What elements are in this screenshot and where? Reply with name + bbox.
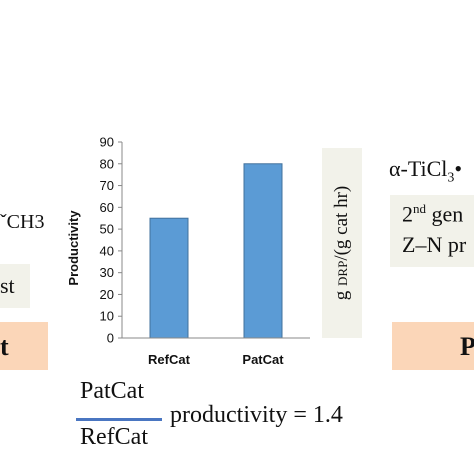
right-formula: α-TiCl3• <box>389 156 463 186</box>
ratio-fraction-line <box>76 418 162 421</box>
y-tick-label: 90 <box>100 135 114 150</box>
bar-patcat <box>243 163 283 339</box>
y-tick-label: 0 <box>107 331 114 346</box>
ratio-text: productivity = 1.4 <box>170 402 343 428</box>
right-fragment-box: 2nd gen Z–N pr <box>390 195 474 267</box>
right-box-line2: Z–N pr <box>402 232 467 257</box>
y-tick-label: 60 <box>100 200 114 215</box>
y-axis: 0 10 20 30 40 50 60 70 80 90 <box>100 135 123 346</box>
y-tick-label: 80 <box>100 156 114 171</box>
left-fragment-box-text: st <box>0 273 15 298</box>
left-fragment-text: ˇCH3 <box>0 211 45 233</box>
unit-label: g DRP/(g cat hr) <box>331 185 352 301</box>
left-fragment-bar-text: t <box>0 332 9 361</box>
right-box-line1: 2nd gen <box>402 201 464 227</box>
x-category-label: PatCat <box>242 352 284 367</box>
y-axis-label: Productivity <box>66 210 81 286</box>
unit-label-box: g DRP/(g cat hr) <box>322 148 362 338</box>
left-fragment-box: st <box>0 264 30 308</box>
ratio-numerator: PatCat <box>80 378 144 404</box>
bar-refcat <box>149 217 189 339</box>
bars <box>149 163 283 339</box>
y-tick-label: 20 <box>100 287 114 302</box>
y-tick-label: 10 <box>100 309 114 324</box>
y-tick-label: 30 <box>100 265 114 280</box>
x-category-label: RefCat <box>148 352 191 367</box>
right-fragment-bar: P <box>392 322 474 370</box>
y-tick-label: 50 <box>100 222 114 237</box>
ratio-denominator: RefCat <box>80 424 148 450</box>
productivity-bar-chart: 0 10 20 30 40 50 60 70 80 90 RefCat PatCat Product… <box>66 135 310 367</box>
y-tick-label: 40 <box>100 243 114 258</box>
x-axis: RefCat PatCat <box>122 337 310 367</box>
left-fragment-bar: t <box>0 322 48 370</box>
y-tick-label: 70 <box>100 178 114 193</box>
right-fragment-bar-text: P <box>460 332 474 361</box>
